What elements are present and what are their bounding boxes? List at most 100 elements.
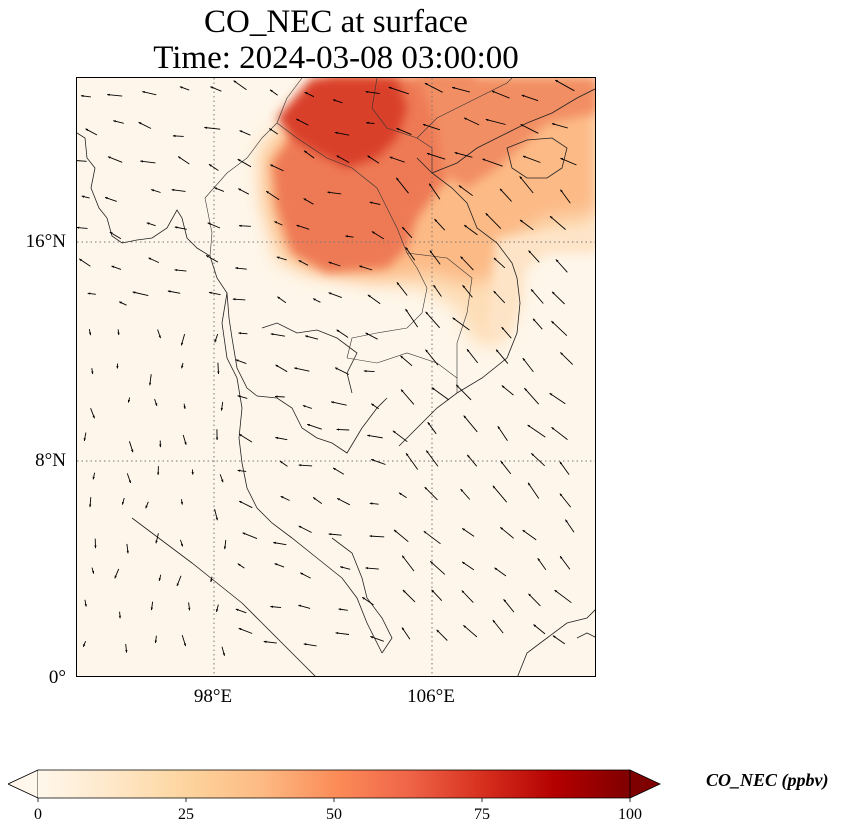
wind-arrow — [181, 362, 184, 369]
wind-arrow — [527, 482, 540, 499]
wind-arrow — [537, 557, 547, 570]
wind-arrow — [400, 389, 415, 405]
wind-arrow — [91, 368, 94, 375]
wind-arrow — [528, 250, 540, 263]
map-title: CO_NEC at surface — [204, 4, 468, 40]
wind-arrow — [172, 134, 184, 138]
wind-arrow — [304, 335, 319, 340]
wind-arrow — [90, 408, 95, 419]
wind-arrow — [388, 86, 410, 95]
wind-arrow — [455, 384, 472, 401]
wind-arrow — [82, 641, 87, 648]
wind-arrow — [332, 467, 345, 475]
wind-arrow — [328, 292, 342, 299]
wind-arrow — [370, 458, 386, 465]
wind-arrow — [238, 332, 248, 335]
wind-arrow — [296, 118, 309, 126]
wind-arrow — [207, 222, 221, 229]
wind-arrow — [395, 177, 409, 194]
wind-arrow — [296, 224, 310, 230]
wind-arrow — [312, 497, 323, 504]
wind-arrow — [497, 426, 508, 442]
wind-arrow — [265, 190, 280, 201]
wind-arrow — [501, 326, 512, 339]
wind-arrow — [275, 436, 288, 441]
wind-arrow — [336, 428, 350, 431]
wind-arrow — [205, 255, 219, 263]
wind-arrow — [460, 488, 471, 500]
wind-arrow — [463, 224, 478, 236]
wind-arrow — [179, 86, 190, 91]
wind-arrow — [77, 226, 88, 229]
wind-arrow — [560, 189, 571, 204]
wind-arrow — [460, 256, 474, 271]
wind-arrow — [434, 218, 446, 231]
wind-arrow — [425, 349, 439, 366]
wind-arrow — [117, 329, 120, 336]
wind-arrow — [398, 492, 407, 499]
wind-arrow — [126, 473, 132, 484]
wind-arrow — [463, 415, 478, 433]
wind-arrow — [303, 643, 317, 647]
wind-arrow — [80, 94, 91, 98]
wind-arrow — [216, 604, 219, 613]
wind-arrow — [182, 434, 187, 446]
wind-arrow — [371, 403, 379, 410]
wind-arrow — [429, 560, 446, 575]
wind-arrow — [214, 508, 218, 521]
wind-arrow — [263, 640, 277, 644]
wind-arrow — [533, 624, 546, 635]
wind-arrow — [405, 452, 419, 470]
wind-arrow — [303, 198, 314, 205]
wind-arrow — [549, 392, 566, 405]
wind-arrow — [109, 231, 122, 240]
wind-arrow — [221, 646, 225, 656]
wind-arrow — [396, 127, 412, 136]
wind-arrow — [235, 267, 247, 270]
wind-arrow — [424, 82, 443, 93]
wind-arrow — [81, 195, 90, 199]
wind-arrow — [176, 575, 182, 587]
wind-arrow — [174, 226, 187, 230]
wind-arrow — [519, 176, 534, 194]
wind-arrow — [427, 421, 437, 435]
wind-arrow — [155, 533, 159, 544]
wind-arrow — [462, 528, 475, 537]
wind-arrow — [463, 624, 478, 638]
wind-arrow — [532, 318, 543, 330]
wind-arrow — [428, 183, 441, 200]
wind-arrow — [367, 155, 380, 164]
wind-arrow — [85, 128, 98, 136]
gridlines — [77, 78, 595, 676]
wind-arrow — [107, 156, 123, 163]
wind-arrow — [237, 469, 247, 472]
wind-arrow — [370, 636, 384, 642]
wind-arrow — [269, 89, 278, 96]
wind-arrow — [106, 93, 123, 97]
wind-arrow — [436, 629, 448, 641]
wind-arrow — [424, 486, 438, 501]
wind-arrow — [217, 362, 220, 375]
wind-arrow — [393, 529, 409, 543]
wind-arrow — [425, 311, 441, 329]
wind-arrow — [422, 123, 441, 131]
wind-arrow — [359, 265, 373, 271]
wind-arrow — [336, 497, 351, 506]
wind-arrow — [132, 291, 149, 297]
wind-arrow — [89, 497, 92, 508]
wind-arrow — [522, 155, 541, 163]
wind-arrow — [405, 308, 419, 328]
wind-arrow — [150, 601, 154, 611]
wind-arrow — [336, 329, 349, 338]
wind-arrow — [294, 367, 310, 372]
colorbar-tick-25: 25 — [178, 806, 194, 823]
colorbar-tick-100: 100 — [618, 806, 642, 823]
wind-arrow — [551, 426, 568, 440]
wind-arrow — [84, 599, 87, 607]
wind-arrow — [177, 156, 190, 165]
wind-arrow — [154, 398, 158, 407]
wind-arrow — [396, 282, 408, 296]
wind-arrow — [345, 235, 354, 238]
wind-arrow — [559, 461, 570, 475]
wind-arrow — [77, 160, 87, 162]
